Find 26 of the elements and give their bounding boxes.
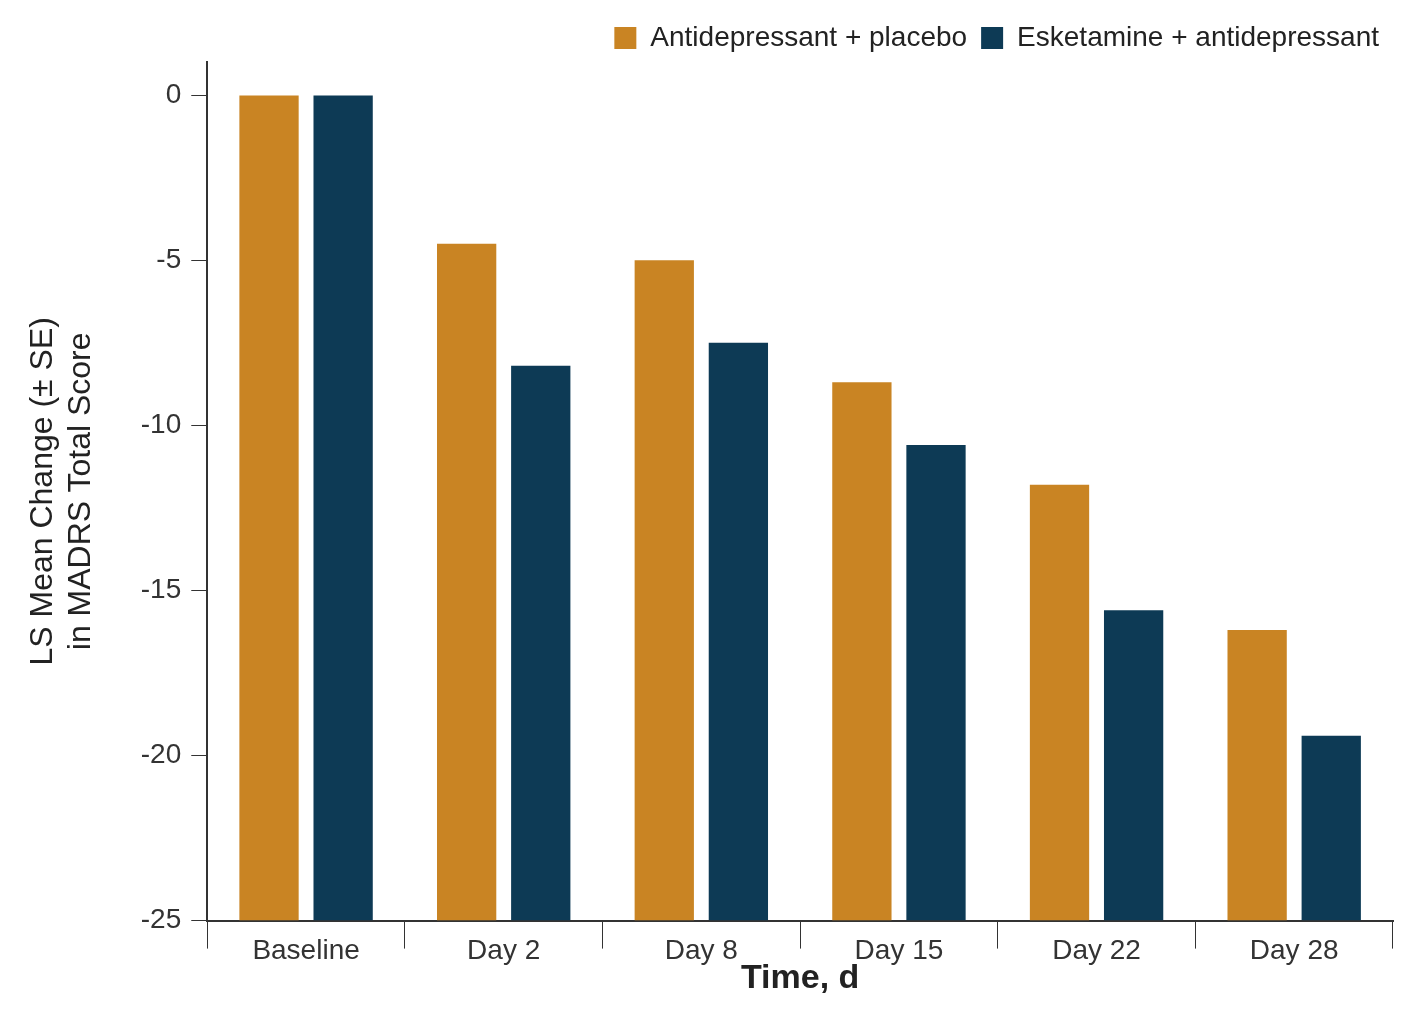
y-axis-title: LS Mean Change (± SE) in MADRS Total Score — [23, 317, 98, 666]
legend-label: Antidepressant + placebo — [650, 20, 968, 52]
x-tick-label: Day 8 — [664, 934, 738, 966]
bar — [906, 445, 966, 921]
bar — [708, 342, 769, 921]
bar — [634, 260, 694, 921]
bar — [1227, 630, 1287, 921]
bar — [1029, 484, 1090, 921]
y-tick-label: -20 — [140, 738, 182, 770]
y-tick-label: -5 — [156, 242, 182, 274]
x-tick-label: Day 22 — [1052, 934, 1141, 966]
y-tick-label: 0 — [165, 77, 182, 109]
x-tick-label: Day 2 — [467, 934, 541, 966]
legend-label: Esketamine + antidepressant — [1017, 20, 1380, 52]
bar — [1301, 735, 1361, 921]
bar — [511, 365, 571, 921]
bar — [313, 95, 373, 921]
x-tick-label: Baseline — [252, 934, 360, 966]
x-tick-label: Day 28 — [1249, 934, 1339, 966]
bar — [832, 382, 892, 921]
y-tick-label: -15 — [140, 573, 182, 605]
bar — [1103, 610, 1164, 921]
bar — [437, 243, 497, 921]
y-tick-label: -10 — [140, 407, 182, 439]
bar — [239, 95, 299, 921]
y-tick-label: -25 — [140, 903, 182, 935]
